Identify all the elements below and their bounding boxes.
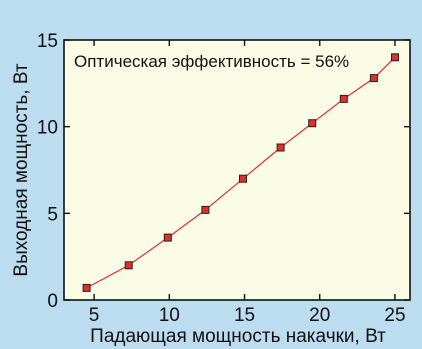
y-tick-label: 0 <box>47 291 58 312</box>
x-tick-label: 5 <box>89 305 100 326</box>
data-point <box>277 144 284 151</box>
data-point <box>164 234 171 241</box>
data-point <box>340 95 347 102</box>
y-tick-label: 15 <box>37 31 58 52</box>
x-tick-label: 15 <box>234 305 255 326</box>
x-axis-title: Падающая мощность накачки, Вт <box>90 326 386 347</box>
y-axis-title: Выходная мощность, Вт <box>11 63 32 277</box>
x-tick-label: 25 <box>384 305 405 326</box>
data-point <box>125 262 132 269</box>
data-point <box>392 54 399 61</box>
data-point <box>83 284 90 291</box>
y-tick-label: 10 <box>37 118 58 139</box>
data-point <box>370 75 377 82</box>
data-point <box>309 120 316 127</box>
annotation: Оптическая эффективность = 56% <box>74 52 349 71</box>
data-point <box>240 175 247 182</box>
y-tick-label: 5 <box>47 204 58 225</box>
plot-area <box>64 40 410 300</box>
x-tick-label: 10 <box>159 305 180 326</box>
x-tick-label: 20 <box>309 305 330 326</box>
data-point <box>202 206 209 213</box>
